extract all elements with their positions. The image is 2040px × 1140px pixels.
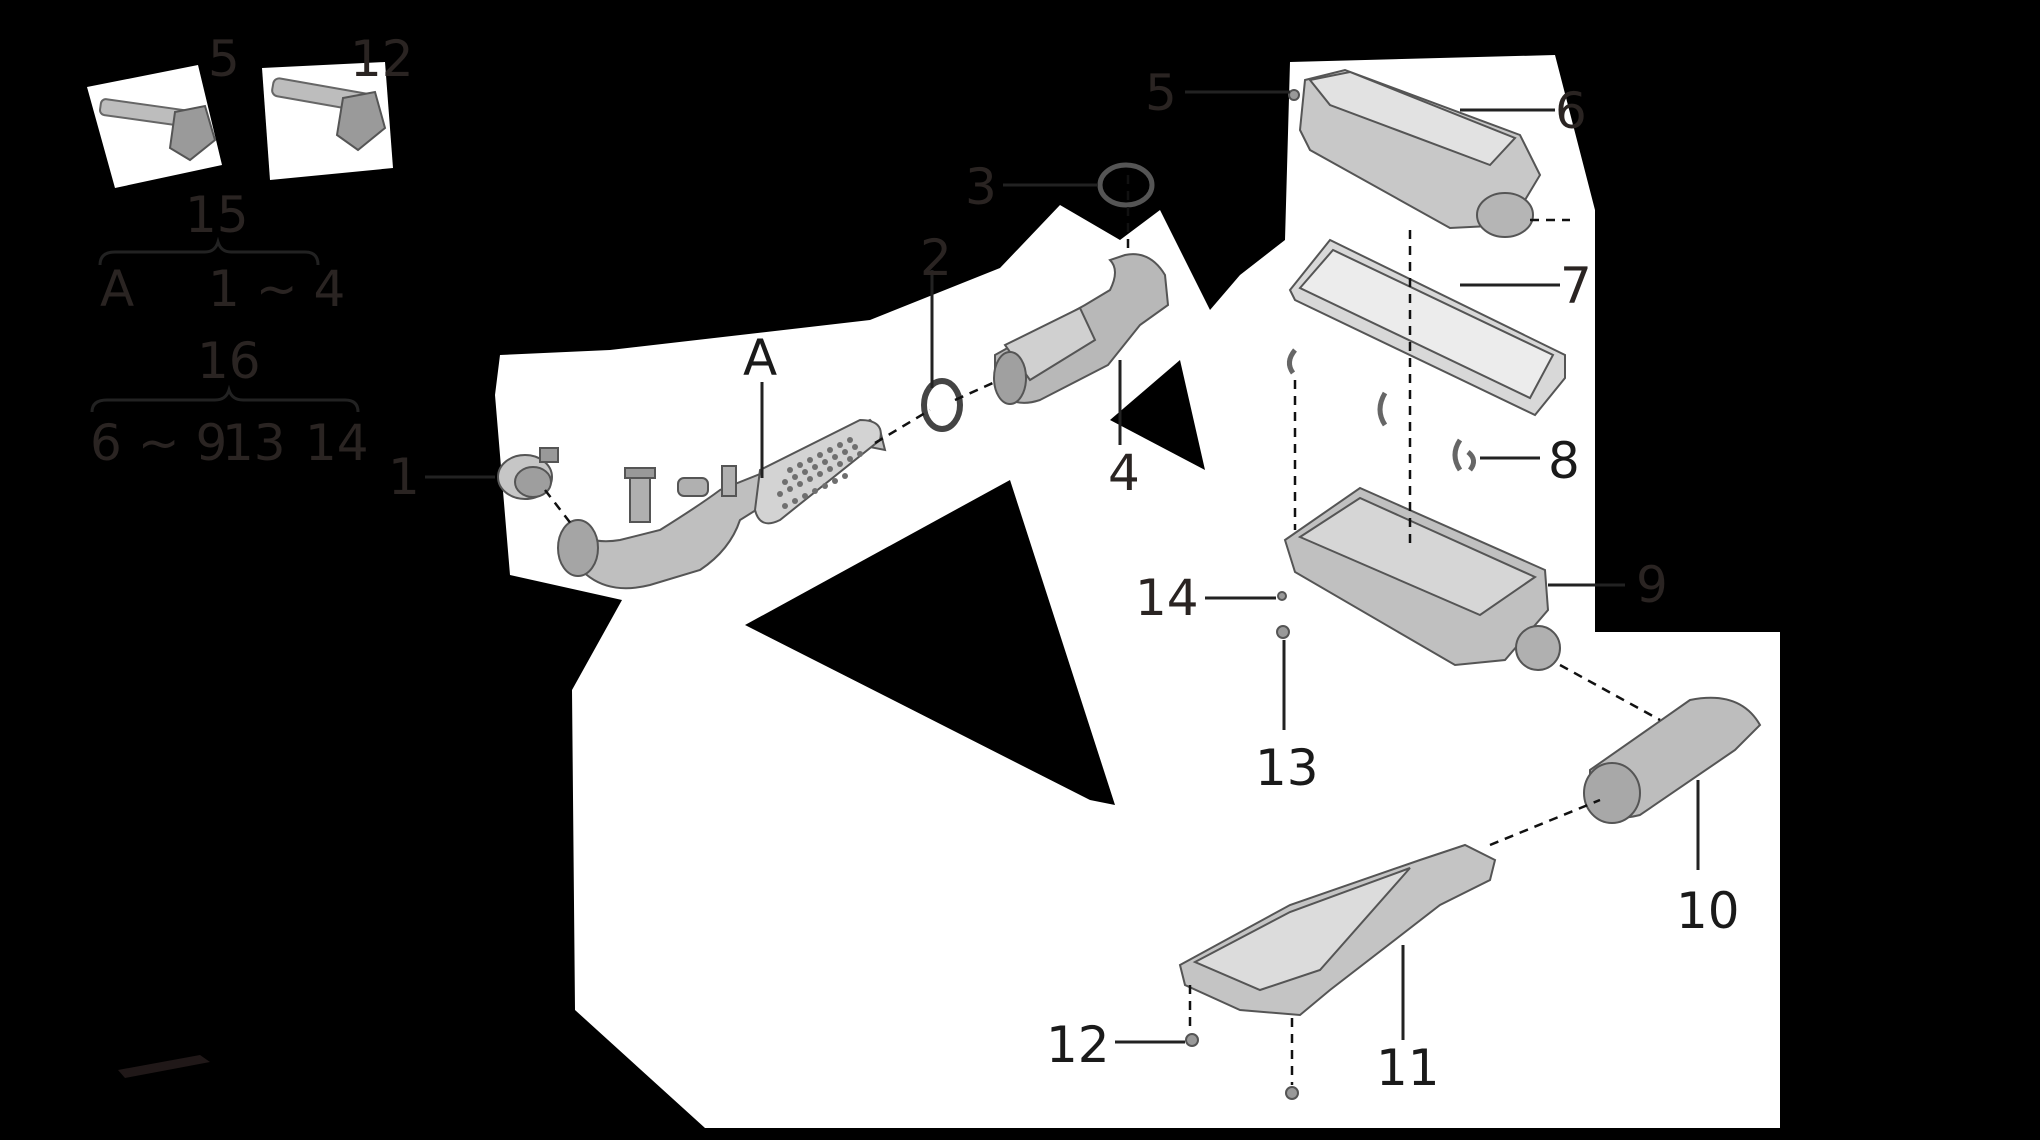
- callout-13: 13: [1255, 739, 1319, 797]
- callout-8: 8: [1548, 432, 1580, 490]
- part-a-intake-pipe: [557, 418, 887, 590]
- bolt-12-image: [262, 62, 393, 180]
- callout-9: 9: [1636, 556, 1668, 614]
- legend-group-15-member-a: A: [100, 260, 134, 318]
- callout-1: 1: [388, 448, 420, 506]
- callout-11: 11: [1376, 1039, 1440, 1097]
- part-13-nut: [1276, 625, 1290, 639]
- legend-group-15-member-1-4: 1 ~ 4: [208, 260, 345, 318]
- part-6-airbox-cover: [1298, 68, 1542, 238]
- callout-12: 12: [1046, 1016, 1110, 1074]
- part-8-clip: [1452, 438, 1476, 472]
- callout-10: 10: [1676, 882, 1740, 940]
- callout-a: A: [743, 329, 777, 387]
- clip-b: [1377, 391, 1388, 427]
- callout-7: 7: [1560, 257, 1592, 315]
- corner-mark: [118, 1055, 210, 1078]
- legend: 5 12 15 A 1 ~ 4 16 6 ~ 9 13 14: [87, 30, 414, 472]
- callout-6: 6: [1555, 82, 1587, 140]
- legend-group-16-member-13: 13: [222, 414, 286, 472]
- part-9-airbox-lower: [1283, 486, 1561, 671]
- part-10-resonator-hose: [1583, 696, 1762, 824]
- legend-group-16-member-14: 14: [305, 414, 369, 472]
- panel-cutout-1: [745, 480, 1115, 805]
- mesh-pattern: [777, 437, 863, 509]
- part-12-bolt: [1185, 1033, 1199, 1047]
- legend-group-15-label: 15: [185, 186, 249, 244]
- legend-bolt-label-5: 5: [208, 30, 240, 88]
- part-3-clamp: [1097, 162, 1155, 208]
- part-14-bolt: [1277, 591, 1287, 601]
- legend-brace-15: [98, 236, 320, 266]
- part-12-bolt-2: [1285, 1086, 1299, 1100]
- panel-cutout-2: [1110, 360, 1205, 470]
- part-7-filter-element: [1288, 238, 1566, 417]
- callout-5: 5: [1145, 64, 1177, 122]
- assembly-lines: [544, 175, 1661, 1085]
- legend-bolt-label-12: 12: [350, 30, 414, 88]
- leader-lines: [425, 90, 1700, 1044]
- part-11-inlet-duct: [1178, 843, 1497, 1017]
- bolt-5-image: [87, 65, 222, 188]
- legend-group-16-member-6-9: 6 ~ 9: [90, 414, 227, 472]
- legend-group-16-label: 16: [197, 332, 261, 390]
- callout-4: 4: [1108, 444, 1140, 502]
- part-4-flex-hose: [993, 253, 1170, 405]
- callout-2: 2: [920, 229, 952, 287]
- legend-brace-16: [90, 384, 360, 413]
- clip-a: [1287, 348, 1297, 375]
- part-1-hose-clamp: [497, 447, 559, 500]
- part-5-bolt: [1288, 89, 1300, 101]
- part-2-ring: [921, 378, 963, 432]
- callout-14: 14: [1135, 569, 1199, 627]
- callout-3: 3: [965, 158, 997, 216]
